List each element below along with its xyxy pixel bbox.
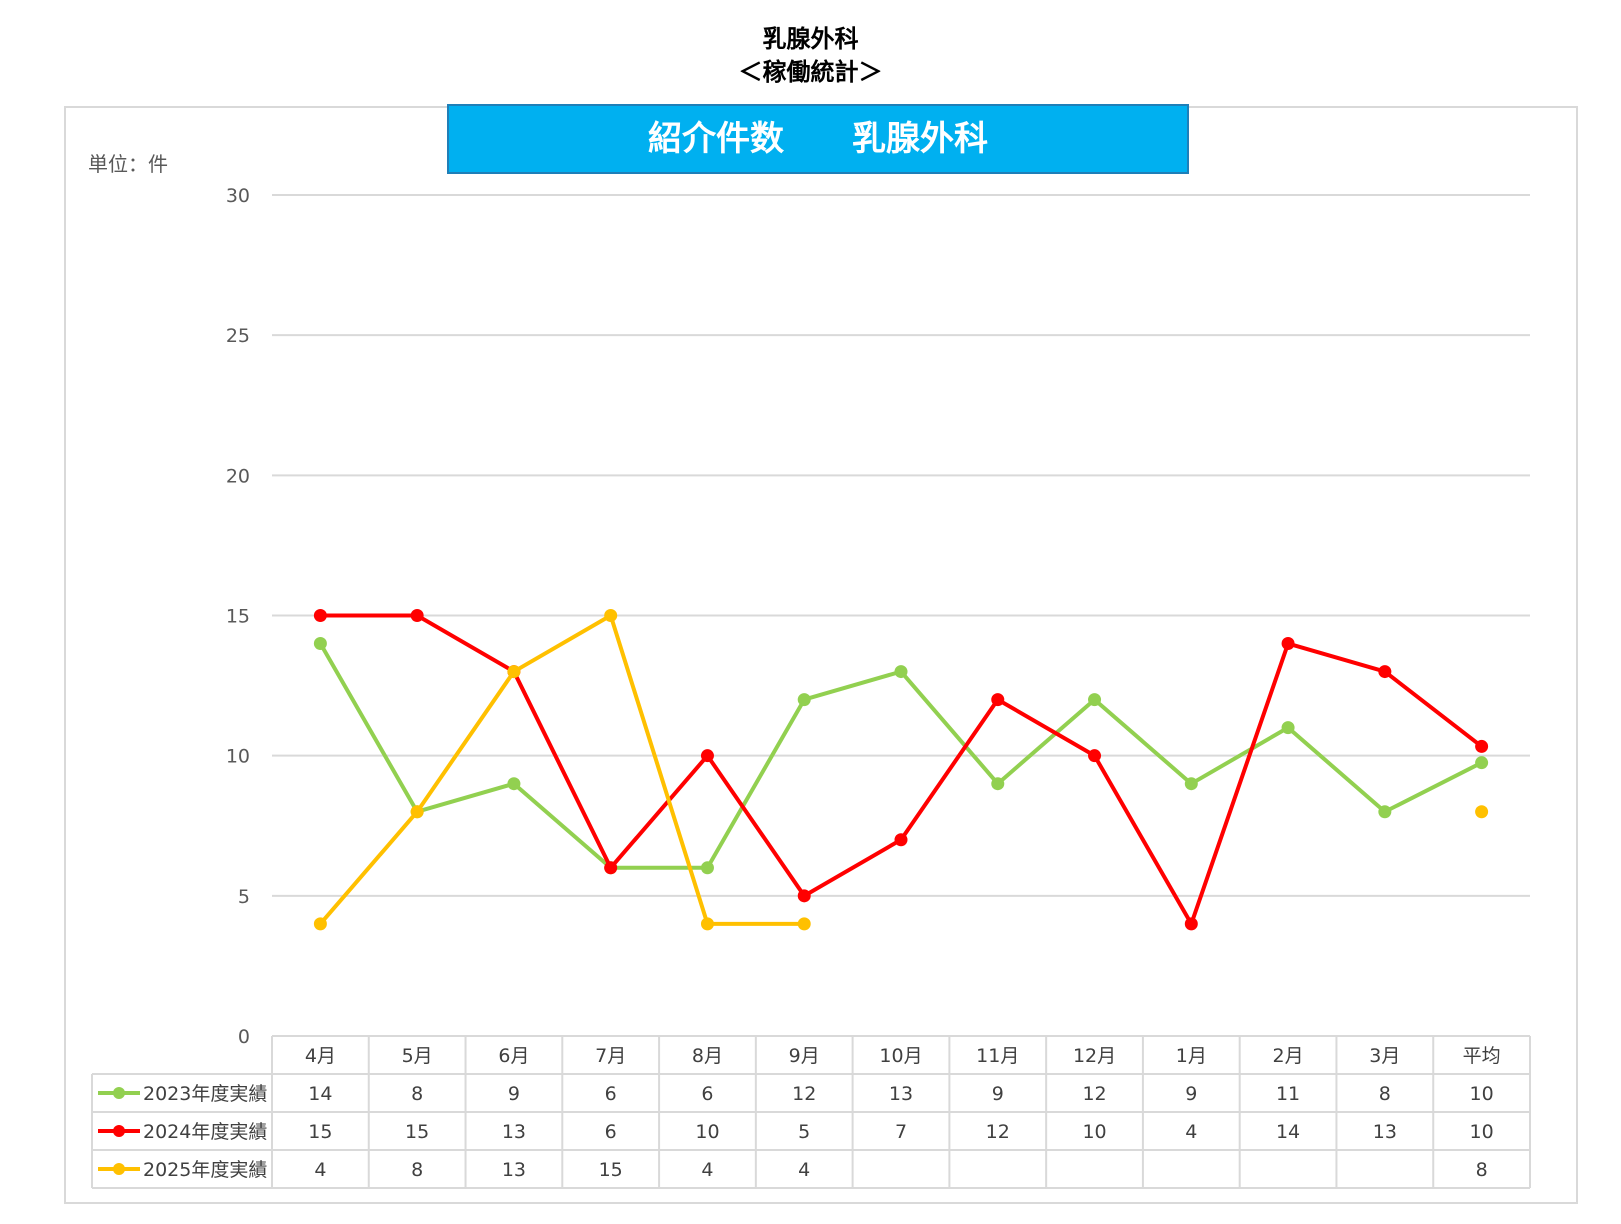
- x-tick-label: 8月: [692, 1045, 723, 1067]
- data-point: [313, 609, 327, 622]
- legend-label: 2024年度実績: [143, 1121, 267, 1143]
- x-tick-label: 12月: [1073, 1045, 1116, 1067]
- data-table-value: 13: [502, 1159, 526, 1181]
- data-table-value: 4: [314, 1159, 326, 1181]
- data-table-value: 6: [701, 1083, 713, 1105]
- data-point: [1281, 637, 1295, 651]
- data-table-value: 13: [502, 1121, 526, 1143]
- series-line: [320, 613, 1483, 926]
- data-table-value: 10: [695, 1121, 719, 1143]
- data-point: [797, 917, 811, 931]
- x-tick-label: 10月: [879, 1045, 922, 1067]
- data-table-value: 14: [1276, 1121, 1300, 1143]
- data-table-value: 8: [1379, 1083, 1391, 1105]
- data-table-value: 11: [1276, 1083, 1300, 1105]
- data-table-value: 15: [308, 1121, 332, 1143]
- x-tick-label: 6月: [498, 1045, 529, 1067]
- data-table-value: 15: [405, 1121, 429, 1143]
- data-point: [797, 889, 811, 903]
- page-title: 乳腺外科: [762, 25, 859, 53]
- data-point: [1184, 777, 1198, 791]
- data-table-value: 6: [605, 1083, 617, 1105]
- data-table-value: 5: [798, 1121, 810, 1143]
- y-tick-label: 30: [226, 185, 250, 207]
- data-point: [313, 917, 327, 931]
- data-table-value: 13: [889, 1083, 913, 1105]
- data-table-value: 9: [992, 1083, 1004, 1105]
- x-tick-label: 2月: [1273, 1045, 1304, 1067]
- data-point: [991, 777, 1005, 791]
- y-tick-label: 10: [226, 746, 250, 768]
- data-point: [797, 693, 811, 707]
- data-point: [991, 693, 1005, 707]
- data-table-value: 10: [1082, 1121, 1106, 1143]
- data-point: [1281, 721, 1295, 735]
- y-tick-label: 20: [226, 465, 250, 487]
- data-point: [700, 749, 714, 763]
- data-point: [604, 609, 618, 622]
- data-table-value: 12: [792, 1083, 816, 1105]
- data-point: [1088, 749, 1102, 763]
- data-table-value: 10: [1470, 1121, 1494, 1143]
- x-tick-label: 5月: [402, 1045, 433, 1067]
- data-table-value: 7: [895, 1121, 907, 1143]
- legend-marker: [113, 1125, 125, 1137]
- data-table-value: 9: [508, 1083, 520, 1105]
- x-tick-label: 1月: [1176, 1045, 1207, 1067]
- data-point: [1378, 805, 1392, 819]
- legend-label: 2023年度実績: [143, 1083, 267, 1105]
- chart-title: 紹介件数 乳腺外科: [447, 104, 1189, 174]
- x-tick-label: 平均: [1463, 1045, 1501, 1067]
- data-point: [1088, 693, 1102, 707]
- data-table-value: 13: [1373, 1121, 1397, 1143]
- data-point: [700, 861, 714, 875]
- y-tick-label: 25: [226, 325, 250, 347]
- data-table-value: 10: [1470, 1083, 1494, 1105]
- data-table-value: 12: [1082, 1083, 1106, 1105]
- data-point: [1475, 805, 1489, 819]
- data-point: [507, 777, 521, 791]
- data-table-value: 4: [798, 1159, 810, 1181]
- legend-marker: [113, 1087, 125, 1099]
- data-table-value: 8: [411, 1159, 423, 1181]
- x-tick-label: 9月: [789, 1045, 820, 1067]
- data-point: [1475, 756, 1489, 770]
- y-tick-label: 5: [238, 886, 250, 908]
- data-table-value: 14: [308, 1083, 332, 1105]
- series-line: [318, 613, 805, 926]
- x-tick-label: 3月: [1369, 1045, 1400, 1067]
- page-subtitle: ＜稼働統計＞: [738, 58, 883, 86]
- x-tick-label: 11月: [976, 1045, 1019, 1067]
- data-table-value: 8: [1476, 1159, 1488, 1181]
- x-tick-label: 7月: [595, 1045, 626, 1067]
- data-table-value: 15: [599, 1159, 623, 1181]
- data-table-value: 4: [701, 1159, 713, 1181]
- data-point: [1184, 917, 1198, 931]
- data-table-value: 6: [605, 1121, 617, 1143]
- data-point: [507, 665, 521, 679]
- y-tick-label: 0: [238, 1026, 250, 1048]
- legend-marker: [113, 1163, 125, 1175]
- data-point: [410, 609, 424, 622]
- y-tick-label: 15: [226, 606, 250, 628]
- data-point: [894, 833, 908, 847]
- data-point: [1475, 739, 1489, 753]
- data-table-value: 9: [1185, 1083, 1197, 1105]
- data-point: [1378, 665, 1392, 679]
- data-table-value: 12: [986, 1121, 1010, 1143]
- data-point: [410, 805, 424, 819]
- legend-label: 2025年度実績: [143, 1159, 267, 1181]
- x-tick-label: 4月: [305, 1045, 336, 1067]
- data-table-value: 4: [1185, 1121, 1197, 1143]
- data-point: [894, 665, 908, 679]
- data-point: [700, 917, 714, 931]
- unit-label: 単位：件: [88, 152, 168, 176]
- data-table-value: 8: [411, 1083, 423, 1105]
- data-point: [604, 861, 618, 875]
- data-point: [313, 637, 327, 651]
